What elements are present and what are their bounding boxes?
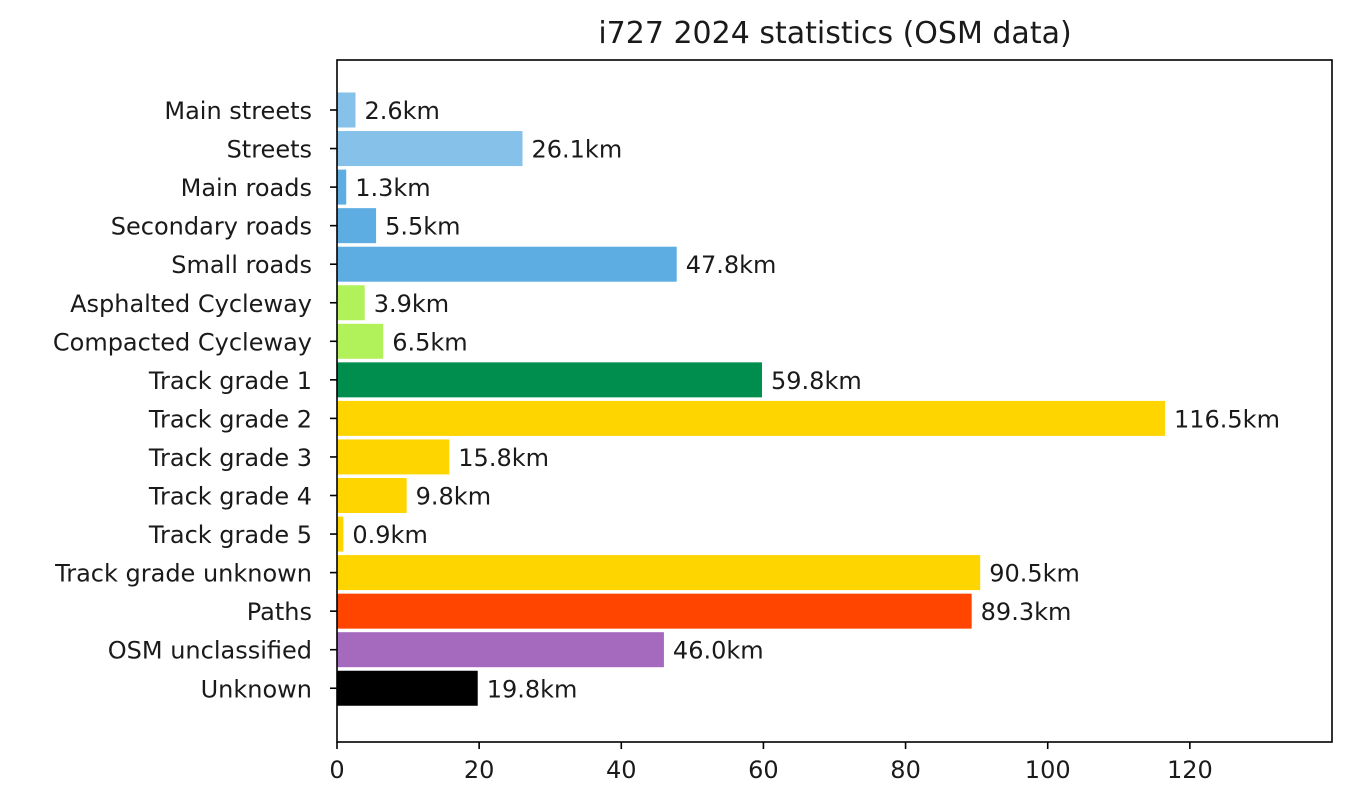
value-label-main-streets: 2.6km — [364, 97, 439, 125]
bar-unknown — [337, 670, 478, 706]
y-category-label-main-streets: Main streets — [164, 97, 312, 125]
value-label-osm-unclassified: 46.0km — [673, 637, 764, 665]
bar-small-roads — [337, 246, 677, 282]
y-category-label-paths: Paths — [247, 598, 312, 626]
value-label-streets: 26.1km — [531, 136, 622, 164]
y-category-label-track-grade-2: Track grade 2 — [148, 405, 312, 433]
bar-main-roads — [337, 169, 347, 205]
x-tick-label-20: 20 — [464, 756, 495, 784]
bar-track-grade-2 — [337, 400, 1165, 436]
value-label-track-grade-2: 116.5km — [1174, 405, 1280, 433]
value-label-asphalted-cycleway: 3.9km — [374, 290, 449, 318]
value-label-track-grade-4: 9.8km — [416, 483, 491, 511]
value-label-main-roads: 1.3km — [355, 174, 430, 202]
y-category-label-track-grade-1: Track grade 1 — [148, 367, 312, 395]
x-tick-label-40: 40 — [606, 756, 637, 784]
y-category-label-streets: Streets — [227, 136, 312, 164]
value-label-compacted-cycleway: 6.5km — [392, 328, 467, 356]
bar-main-streets — [337, 92, 356, 128]
value-labels-layer: 2.6km 26.1km 1.3km 5.5km 47.8km 3.9km 6.5km 59.… — [352, 97, 1280, 703]
bar-track-grade-1 — [337, 362, 763, 398]
bar-track-grade-3 — [337, 439, 450, 475]
y-category-label-track-grade-unknown: Track grade unknown — [54, 560, 312, 588]
y-category-label-secondary-roads: Secondary roads — [111, 213, 312, 241]
plot-frame — [336, 59, 1333, 743]
value-label-track-grade-1: 59.8km — [771, 367, 862, 395]
value-label-paths: 89.3km — [981, 598, 1072, 626]
y-category-label-track-grade-3: Track grade 3 — [148, 444, 312, 472]
x-tick-label-120: 120 — [1167, 756, 1213, 784]
y-category-label-main-roads: Main roads — [181, 174, 312, 202]
y-category-label-track-grade-4: Track grade 4 — [148, 483, 312, 511]
value-label-track-grade-5: 0.9km — [352, 521, 427, 549]
bar-osm-unclassified — [337, 632, 664, 668]
bars-layer — [337, 92, 1165, 706]
bar-track-grade-unknown — [337, 555, 981, 591]
bar-track-grade-5 — [337, 516, 344, 552]
x-tick-label-100: 100 — [1025, 756, 1071, 784]
value-label-secondary-roads: 5.5km — [385, 213, 460, 241]
bar-track-grade-4 — [337, 478, 407, 513]
y-category-label-compacted-cycleway: Compacted Cycleway — [53, 328, 312, 356]
x-tick-label-60: 60 — [748, 756, 779, 784]
bar-compacted-cycleway — [337, 323, 384, 359]
value-label-track-grade-unknown: 90.5km — [989, 560, 1080, 588]
y-category-label-unknown: Unknown — [201, 675, 312, 703]
x-tick-label-80: 80 — [890, 756, 921, 784]
bar-paths — [337, 593, 972, 629]
y-category-labels: Main streets Streets Main roads Secondary r… — [53, 97, 337, 703]
bar-streets — [337, 131, 523, 167]
y-category-label-asphalted-cycleway: Asphalted Cycleway — [70, 290, 312, 318]
x-tick-label-0: 0 — [329, 756, 344, 784]
value-label-unknown: 19.8km — [487, 675, 578, 703]
y-category-label-osm-unclassified: OSM unclassified — [108, 637, 312, 665]
y-category-label-small-roads: Small roads — [171, 251, 312, 279]
x-axis-ticks: 0 20 40 60 80 100 120 — [329, 742, 1213, 784]
bar-asphalted-cycleway — [337, 285, 365, 321]
bar-secondary-roads — [337, 208, 377, 244]
value-label-track-grade-3: 15.8km — [458, 444, 549, 472]
chart-title: i727 2024 statistics (OSM data) — [598, 16, 1071, 51]
y-category-label-track-grade-5: Track grade 5 — [148, 521, 312, 549]
value-label-small-roads: 47.8km — [686, 251, 777, 279]
